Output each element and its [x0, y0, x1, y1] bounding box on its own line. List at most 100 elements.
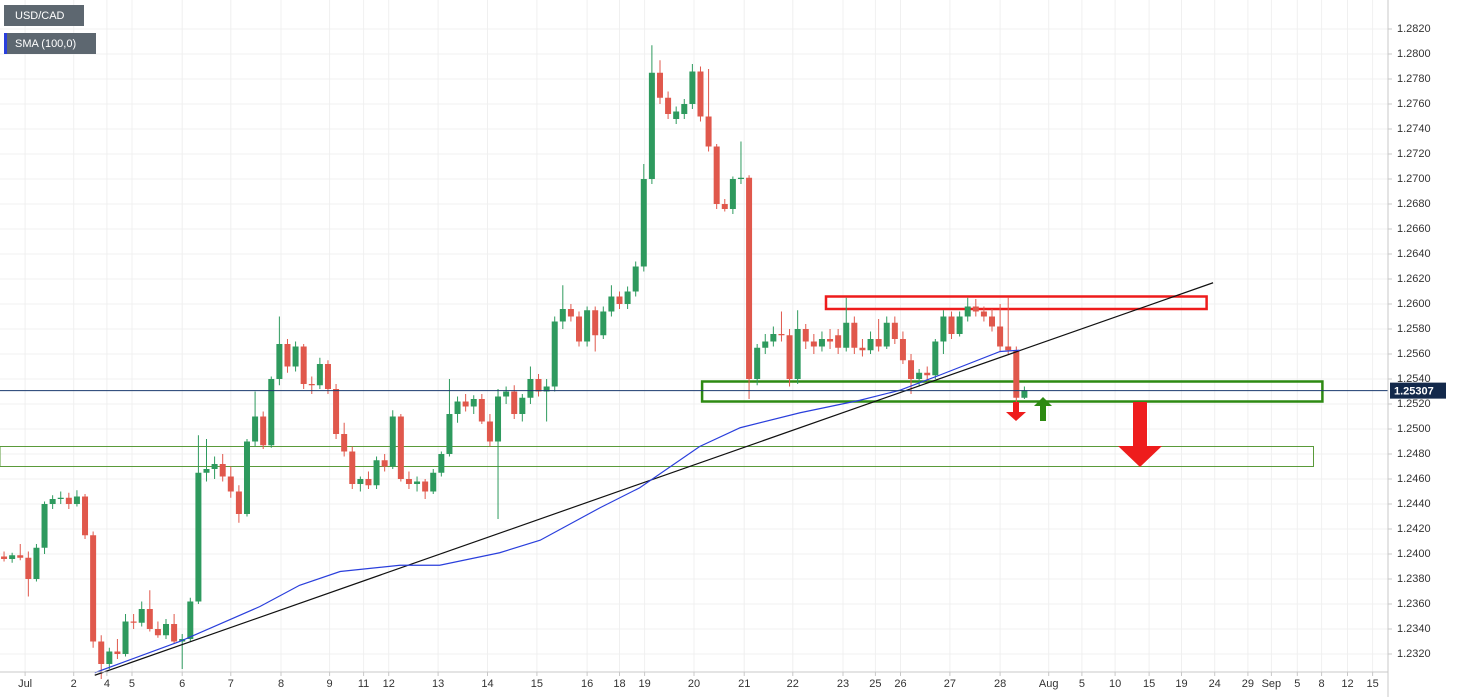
x-tick-label: Jul: [18, 678, 32, 690]
candle-body: [729, 179, 736, 209]
candle-body: [389, 416, 396, 467]
x-tick-label: 7: [228, 678, 234, 690]
candle-body: [697, 71, 704, 117]
x-tick-label: 15: [1143, 678, 1155, 690]
candle-body: [559, 309, 566, 322]
x-tick-label: 9: [327, 678, 333, 690]
x-tick-label: 14: [481, 678, 493, 690]
sma-line: [94, 349, 1020, 674]
y-tick-label: 1.2340: [1397, 623, 1431, 635]
candle-body: [1021, 390, 1028, 398]
candle-body: [292, 346, 299, 367]
candle-body: [964, 306, 971, 317]
candle-body: [90, 535, 97, 642]
x-tick-label: 5: [1294, 678, 1300, 690]
indicator-label: SMA (100,0): [15, 38, 76, 50]
x-tick-label: 22: [787, 678, 799, 690]
candle-body: [616, 296, 623, 304]
candle-body: [802, 329, 809, 342]
candle-body: [235, 491, 242, 514]
candle-body: [713, 146, 720, 204]
candle-body: [470, 399, 477, 407]
candle-body: [600, 311, 607, 336]
candle-body: [187, 601, 194, 639]
candle-body: [997, 326, 1004, 347]
candle-body: [640, 179, 647, 267]
x-tick-label: 6: [179, 678, 185, 690]
y-tick-label: 1.2460: [1397, 473, 1431, 485]
candle-body: [665, 97, 672, 114]
y-tick-label: 1.2540: [1397, 373, 1431, 385]
candle-body: [146, 609, 153, 629]
candle-body: [948, 316, 955, 334]
x-tick-label: 12: [1341, 678, 1353, 690]
zone: [824, 295, 1208, 311]
candle-body: [122, 621, 129, 654]
x-tick-label: 20: [688, 678, 700, 690]
y-tick-label: 1.2640: [1397, 248, 1431, 260]
symbol-box: [4, 5, 84, 26]
candle-body: [446, 414, 453, 454]
candle-body: [867, 339, 874, 351]
candle-body: [746, 177, 753, 379]
candle-body: [268, 379, 275, 446]
candle-body: [25, 557, 32, 579]
candle-body: [908, 360, 915, 379]
x-tick-label: 15: [531, 678, 543, 690]
x-tick-label: 29: [1242, 678, 1254, 690]
candle-body: [835, 335, 842, 348]
candle-body: [284, 344, 291, 367]
candle-body: [608, 296, 615, 312]
candle-body: [73, 496, 80, 504]
candle-body: [98, 641, 105, 664]
candle-body: [373, 460, 380, 486]
candle-body: [843, 322, 850, 348]
candle-body: [454, 401, 461, 414]
indicator-swatch: [4, 33, 7, 54]
candle-body: [260, 416, 267, 446]
candle-body: [527, 379, 534, 398]
x-tick-label: 25: [869, 678, 881, 690]
candle-body: [308, 384, 315, 386]
candle-body: [592, 310, 599, 336]
y-tick-label: 1.2380: [1397, 573, 1431, 585]
last-price-box: [1390, 382, 1446, 399]
candle-body: [956, 316, 963, 334]
candle-body: [851, 322, 858, 348]
candle-body: [495, 396, 502, 442]
candle-body: [778, 334, 785, 336]
candle-body: [875, 339, 882, 347]
candle-body: [65, 497, 72, 504]
candle-body: [737, 177, 744, 179]
candle-body: [503, 391, 510, 397]
x-tick-label: 8: [1319, 678, 1325, 690]
candle-body: [33, 547, 40, 579]
plot: [0, 45, 1388, 679]
candle-body: [106, 651, 113, 664]
y-tick-label: 1.2620: [1397, 273, 1431, 285]
candle-body: [82, 496, 89, 536]
y-tick-label: 1.2360: [1397, 598, 1431, 610]
candle-body: [859, 347, 866, 351]
candle-body: [511, 391, 518, 414]
candle-body: [810, 341, 817, 347]
y-tick-label: 1.2440: [1397, 498, 1431, 510]
candle-body: [17, 555, 24, 558]
x-tick-label: 18: [613, 678, 625, 690]
zone: [0, 446, 1314, 467]
x-tick-label: 12: [383, 678, 395, 690]
candle-body: [899, 339, 906, 361]
arrow-down-small: [1006, 402, 1026, 421]
candle-body: [705, 116, 712, 147]
last-price-label: 1.25307: [1394, 386, 1434, 398]
candle-body: [276, 344, 283, 379]
candle-body: [762, 341, 769, 348]
candle-body: [656, 72, 663, 98]
candle-body: [924, 372, 931, 376]
candle-body: [932, 341, 939, 376]
y-tick-label: 1.2500: [1397, 423, 1431, 435]
indicator-box: [4, 33, 96, 54]
candle-body: [252, 416, 259, 442]
candle-body: [414, 481, 421, 484]
